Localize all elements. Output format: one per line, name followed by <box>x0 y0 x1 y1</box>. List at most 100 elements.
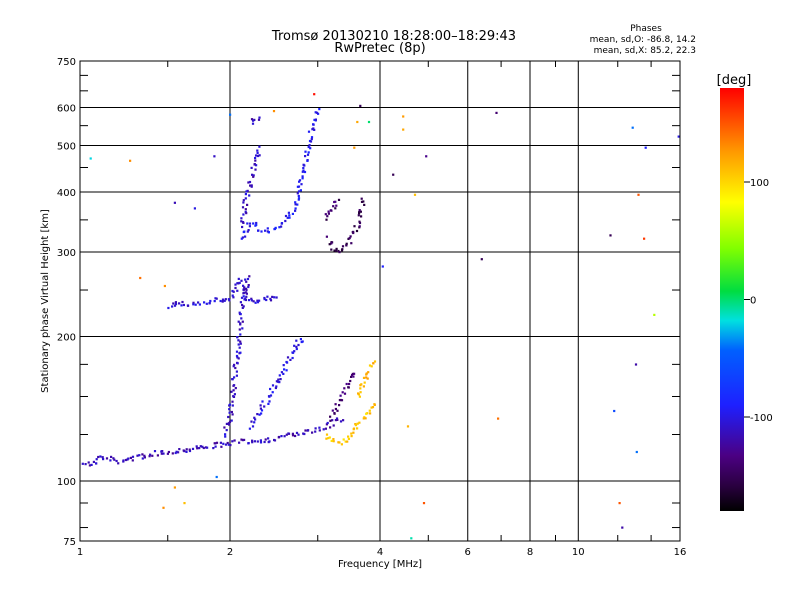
echo-point <box>258 116 261 119</box>
echo-point <box>295 347 298 351</box>
echo-point <box>174 301 177 304</box>
echo-point <box>213 300 216 303</box>
echo-point <box>297 198 300 201</box>
echo-point <box>306 153 310 156</box>
echo-point <box>355 229 359 233</box>
echo-point <box>373 403 376 406</box>
echo-point <box>224 443 228 446</box>
echo-point <box>89 157 92 160</box>
echo-point <box>110 455 113 458</box>
echo-point <box>174 451 177 455</box>
echo-point <box>637 193 640 196</box>
echo-point <box>336 418 339 421</box>
echo-point <box>252 174 255 177</box>
echo-point <box>364 417 367 420</box>
echo-point <box>278 226 281 229</box>
echo-point <box>263 296 266 300</box>
colorbar <box>720 88 744 511</box>
echo-point <box>192 303 195 306</box>
echo-point <box>406 425 410 428</box>
echo-point <box>247 229 250 232</box>
echo-point <box>263 440 266 444</box>
echo-point <box>225 429 228 432</box>
echo-point <box>340 443 343 446</box>
echo-point <box>235 354 239 358</box>
echo-point <box>303 164 306 167</box>
echo-point <box>198 303 201 306</box>
echo-point <box>294 434 297 438</box>
echo-point <box>224 433 227 436</box>
echo-point <box>260 409 264 412</box>
echo-point <box>367 120 371 124</box>
echo-point <box>294 201 297 204</box>
echo-point <box>231 404 234 407</box>
echo-point <box>227 443 230 446</box>
echo-point <box>242 213 245 216</box>
echo-point <box>368 364 372 367</box>
echo-point <box>247 284 250 287</box>
echo-point <box>372 362 375 365</box>
echo-point <box>97 455 100 459</box>
echo-point <box>325 218 328 221</box>
echo-point <box>242 288 245 291</box>
echo-point <box>251 439 254 442</box>
echo-point <box>87 461 90 464</box>
echo-point <box>254 159 257 162</box>
echo-point <box>230 410 233 414</box>
echo-point <box>370 406 373 409</box>
echo-point <box>356 422 359 425</box>
echo-point <box>322 428 325 431</box>
echo-point <box>245 287 248 290</box>
echo-point <box>350 432 353 435</box>
echo-point <box>221 298 225 301</box>
echo-point <box>356 120 359 124</box>
echo-point <box>318 426 321 429</box>
echo-point <box>243 230 246 233</box>
echo-point <box>247 299 251 302</box>
echo-point <box>88 464 91 467</box>
grid-lines <box>80 61 680 541</box>
echo-point <box>342 438 345 441</box>
echo-point <box>352 375 355 378</box>
echo-point <box>313 93 316 96</box>
echo-point <box>334 403 337 406</box>
echo-point <box>191 447 195 450</box>
echo-point <box>358 421 361 424</box>
echo-point <box>257 229 260 232</box>
echo-point <box>268 400 271 403</box>
echo-point <box>185 448 188 451</box>
echo-point <box>243 438 246 441</box>
echo-point <box>392 173 395 176</box>
echo-point <box>241 206 245 209</box>
echo-point <box>613 409 616 413</box>
echo-point <box>358 220 361 223</box>
echo-point <box>345 243 348 247</box>
echo-point <box>348 237 351 240</box>
echo-point <box>314 111 317 114</box>
echo-point <box>215 441 219 444</box>
echo-point <box>286 216 289 219</box>
echo-point <box>324 427 327 430</box>
echo-point <box>331 419 334 422</box>
echo-point <box>251 441 254 444</box>
echo-point <box>304 155 307 158</box>
echo-point <box>213 155 216 158</box>
echo-point <box>241 225 244 229</box>
echo-point <box>245 190 248 193</box>
echo-point <box>239 342 242 345</box>
echo-point <box>352 230 355 233</box>
echo-point <box>95 462 98 465</box>
echo-point <box>350 375 353 378</box>
echo-point <box>296 203 299 206</box>
echo-point <box>358 210 361 214</box>
echo-point <box>338 251 341 254</box>
echo-point <box>215 297 218 300</box>
echo-point <box>298 180 301 183</box>
echo-point <box>609 234 612 237</box>
echo-point <box>313 128 316 131</box>
echo-point <box>288 216 291 219</box>
echo-point <box>99 455 102 458</box>
echo-point <box>330 439 333 442</box>
echo-point <box>285 433 288 436</box>
echo-point <box>105 457 109 460</box>
